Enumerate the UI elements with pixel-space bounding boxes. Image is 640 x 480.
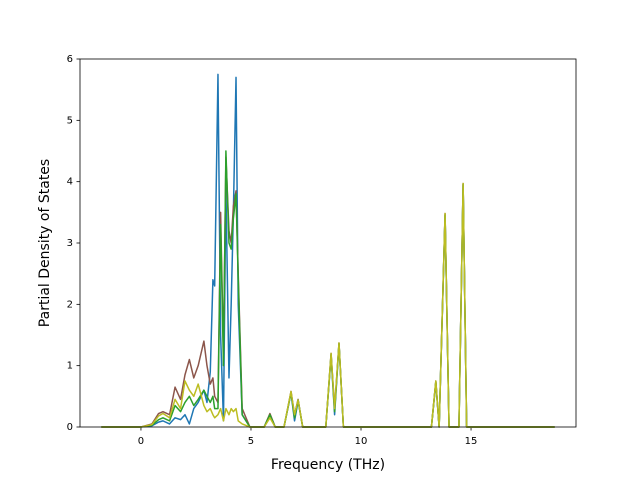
- x-tick-label: 0: [138, 436, 144, 447]
- series-line: [101, 73, 555, 428]
- series-line: [101, 150, 555, 428]
- y-tick-label: 5: [67, 115, 73, 126]
- y-tick-label: 0: [67, 422, 73, 433]
- x-tick-label: 10: [355, 436, 368, 447]
- y-tick-label: 4: [67, 177, 73, 188]
- y-tick-label: 2: [67, 299, 73, 310]
- plot-frame: [79, 58, 577, 428]
- x-tick-label: 5: [248, 436, 254, 447]
- y-axis-label: Partial Density of States: [37, 159, 53, 327]
- y-tick-label: 3: [67, 238, 73, 249]
- series-line: [101, 182, 555, 428]
- x-axis-label: Frequency (THz): [271, 457, 385, 473]
- y-tick-label: 6: [67, 54, 73, 65]
- x-tick-label: 15: [465, 436, 478, 447]
- y-tick-label: 1: [67, 361, 73, 372]
